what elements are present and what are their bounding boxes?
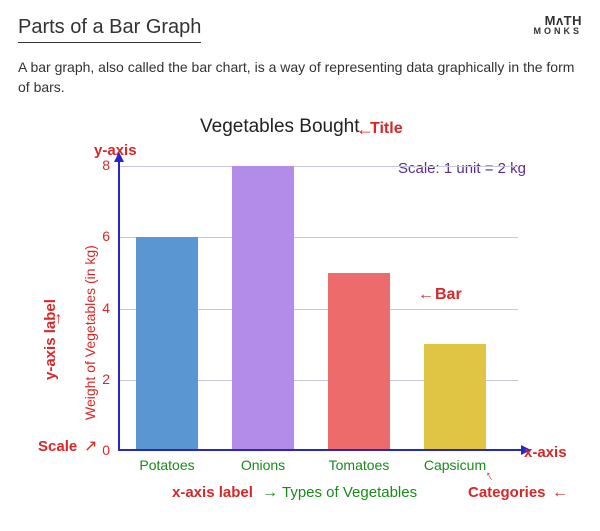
category-label: Potatoes bbox=[126, 457, 208, 473]
bar bbox=[136, 237, 198, 451]
yaxis-label-arrow-icon: → bbox=[48, 311, 66, 327]
scale-arrow-icon: ↗ bbox=[84, 436, 97, 456]
plot-area: 02468PotatoesOnionsTomatoesCapsicum bbox=[118, 166, 518, 451]
category-label: Onions bbox=[222, 457, 304, 473]
xaxis-label-arrow-icon: → bbox=[262, 484, 278, 502]
annotation-xaxis-label: x-axis label bbox=[172, 484, 253, 501]
bar bbox=[232, 166, 294, 451]
logo-bottom: MONKS bbox=[534, 27, 583, 36]
category-label: Tomatoes bbox=[318, 457, 400, 473]
bar-arrow-icon: ← bbox=[418, 286, 434, 304]
x-axis-label: Types of Vegetables bbox=[282, 484, 417, 501]
y-axis-label: Weight of Vegetables (in kg) bbox=[82, 245, 98, 420]
grid-line bbox=[118, 166, 518, 167]
y-axis-line bbox=[118, 156, 120, 451]
logo: MᴧTH MONKS bbox=[534, 14, 583, 36]
bar bbox=[424, 344, 486, 451]
annotation-title: Title bbox=[370, 120, 403, 138]
page-title: Parts of a Bar Graph bbox=[18, 16, 201, 43]
chart-title: Vegetables Bought bbox=[200, 116, 360, 138]
bar bbox=[328, 273, 390, 451]
y-axis-arrowhead-icon bbox=[114, 152, 124, 162]
description: A bar graph, also called the bar chart, … bbox=[18, 58, 582, 97]
annotation-bar: Bar bbox=[435, 286, 462, 304]
categories-arrow-icon: ← bbox=[552, 484, 568, 502]
annotation-scale: Scale bbox=[38, 438, 77, 455]
annotation-categories: Categories bbox=[468, 484, 546, 501]
y-tick-label: 6 bbox=[90, 228, 110, 244]
annotation-xaxis: x-axis bbox=[524, 444, 567, 461]
x-axis-line bbox=[118, 449, 522, 451]
y-tick-label: 8 bbox=[90, 157, 110, 173]
